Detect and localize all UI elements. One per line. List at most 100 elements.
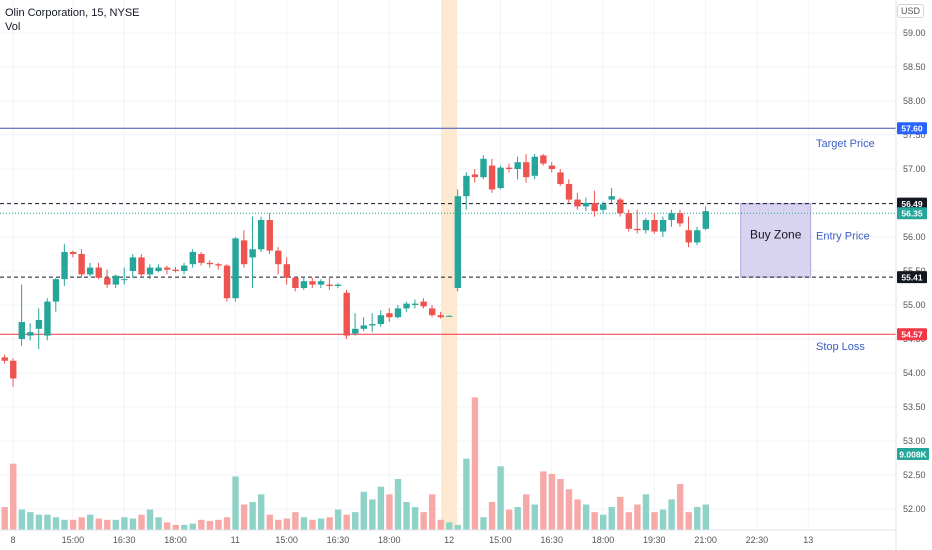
volume-value-tag-background <box>897 448 929 460</box>
volume-bar <box>685 512 692 530</box>
volume-bar <box>206 521 214 530</box>
buy-zone-label: Buy Zone <box>750 227 802 241</box>
volume-bar <box>326 517 333 530</box>
volume-bar <box>129 518 137 530</box>
candle-body <box>181 265 188 271</box>
volume-bar <box>394 479 402 530</box>
target-price-tag-background <box>897 122 927 135</box>
volume-bar <box>668 499 675 530</box>
volume-bar <box>411 507 419 530</box>
candle-body <box>531 156 538 176</box>
volume-bar <box>565 489 573 530</box>
candle-body <box>275 250 282 265</box>
time-axis-tick-label: 8 <box>11 535 16 545</box>
volume-value-tag: 9.008K <box>899 450 927 460</box>
candle-body <box>565 183 573 200</box>
price-axis-tick-label: 57.50 <box>903 130 926 140</box>
time-axis-tick-label: 18:00 <box>592 535 615 545</box>
time-axis-tick-label: 19:30 <box>643 535 666 545</box>
candle-body <box>206 262 214 265</box>
volume-indicator-label: Vol <box>5 21 21 33</box>
session-break-highlight <box>441 0 458 530</box>
volume-bar <box>52 517 60 530</box>
time-axis-tick-label: 11 <box>231 535 240 545</box>
candle-body <box>634 228 641 231</box>
candle-body <box>87 267 94 275</box>
price-axis-tick-label: 55.00 <box>903 300 926 310</box>
candle-body <box>232 238 239 299</box>
volume-bar <box>343 514 350 530</box>
volume-bar <box>27 512 34 530</box>
volume-bar <box>471 397 479 530</box>
volume-bar <box>642 494 650 530</box>
volume-bar <box>437 519 444 530</box>
volume-bar <box>574 499 581 530</box>
candle-body <box>420 301 427 307</box>
candle-body <box>463 175 470 197</box>
volume-bar <box>181 524 188 530</box>
volume-bar <box>223 517 231 530</box>
volume-bar <box>377 486 385 530</box>
candle-body <box>386 313 393 318</box>
candle-body <box>317 281 325 285</box>
time-axis-tick-label: 12 <box>444 535 454 545</box>
symbol-title: Olin Corporation, 15, NYSE <box>5 7 140 19</box>
candle-body <box>1 357 8 361</box>
volume-bar <box>505 509 513 530</box>
candle-body <box>172 269 179 271</box>
candle-body <box>437 315 444 318</box>
volume-bar <box>514 507 521 530</box>
volume-bar <box>292 512 299 530</box>
candle-body <box>608 196 615 200</box>
candle-body <box>146 267 154 275</box>
entry-lower-price-tag: 55.41 <box>901 273 923 283</box>
time-axis-tick-label: 22:30 <box>746 535 769 545</box>
entry-lower-price-tag-background <box>897 271 927 284</box>
volume-bar <box>531 504 538 530</box>
last-price-tag-background <box>897 207 927 220</box>
volume-bar <box>386 494 393 530</box>
candle-body <box>625 213 633 229</box>
volume-bar <box>215 519 222 530</box>
volume-bar <box>463 458 470 530</box>
volume-bar <box>35 514 43 530</box>
candle-body <box>266 220 273 251</box>
volume-bar <box>198 519 205 530</box>
candle-body <box>326 284 333 286</box>
candle-body <box>454 196 462 288</box>
volume-bar <box>540 471 547 530</box>
candle-body <box>505 167 513 169</box>
volume-bar <box>155 517 162 530</box>
candle-body <box>343 292 350 336</box>
candle-body <box>163 267 171 270</box>
volume-bar <box>18 509 25 530</box>
volume-bar <box>634 504 641 530</box>
volume-bar <box>121 517 128 530</box>
volume-bar <box>557 479 564 530</box>
time-axis-tick-label: 13 <box>803 535 813 545</box>
volume-bar <box>10 463 17 530</box>
volume-bar <box>258 494 265 530</box>
candle-body <box>411 303 419 305</box>
candle-body <box>497 167 504 189</box>
volume-bar <box>591 512 598 530</box>
currency-label[interactable]: USD <box>896 4 924 18</box>
entry-price-annotation: Entry Price <box>816 230 870 242</box>
candle-body <box>514 162 521 169</box>
stop-loss-annotation: Stop Loss <box>816 341 865 353</box>
volume-bar <box>44 514 51 530</box>
volume-bar <box>659 509 667 530</box>
volume-bar <box>240 504 248 530</box>
volume-bar <box>283 518 291 530</box>
candle-body <box>352 328 359 334</box>
candle-body <box>69 251 77 254</box>
price-axis-tick-label: 58.00 <box>903 96 926 106</box>
candle-body <box>61 251 68 280</box>
entry-upper-price-tag: 56.49 <box>901 199 923 209</box>
volume-bar <box>480 517 487 530</box>
volume-bar <box>429 494 436 530</box>
volume-bar <box>352 512 359 530</box>
volume-bar <box>249 501 256 530</box>
time-axis-tick-label: 18:00 <box>164 535 187 545</box>
